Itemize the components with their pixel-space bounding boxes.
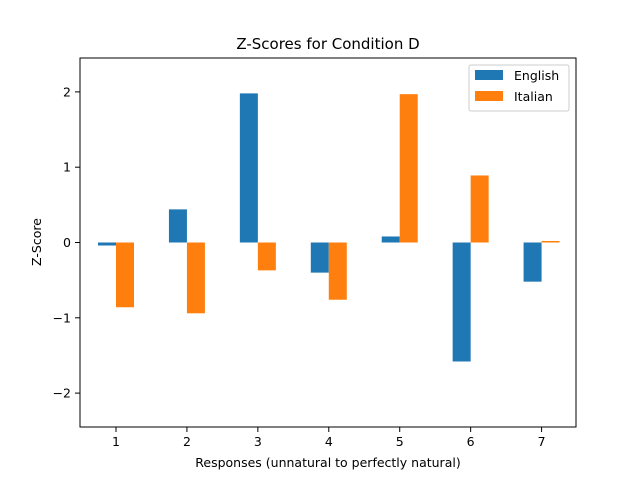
bar-italian-5	[399, 94, 418, 243]
legend-label-english: English	[514, 68, 559, 83]
x-tick-label: 1	[112, 434, 120, 449]
bar-english-7	[523, 242, 542, 282]
legend-swatch-italian	[475, 91, 503, 101]
y-tick-label: 1	[63, 160, 71, 175]
bar-italian-6	[470, 175, 489, 243]
x-axis: 1 2 3 4 5 6 7	[112, 427, 546, 449]
y-axis: −2 −1 0 1 2	[53, 84, 80, 401]
x-tick-label: 4	[325, 434, 333, 449]
x-tick-label: 6	[467, 434, 475, 449]
bar-italian-2	[186, 242, 205, 314]
bar-english-6	[452, 242, 471, 362]
bar-english-1	[98, 242, 116, 246]
y-tick-label: −1	[53, 310, 71, 325]
bar-italian-7	[541, 240, 560, 243]
bar-italian-4	[328, 242, 347, 300]
bar-english-5	[381, 236, 400, 243]
legend: English Italian	[468, 64, 570, 112]
x-tick-label: 7	[538, 434, 546, 449]
bar-italian-3	[257, 242, 276, 271]
chart-title: Z-Scores for Condition D	[236, 35, 419, 53]
y-tick-label: 2	[63, 84, 71, 99]
y-tick-label: −2	[53, 386, 71, 401]
bar-english-4	[310, 242, 329, 273]
y-axis-label: Z-Score	[29, 218, 44, 266]
x-tick-label: 5	[396, 434, 404, 449]
legend-swatch-english	[475, 70, 503, 80]
x-tick-label: 3	[254, 434, 262, 449]
bar-italian-1	[116, 242, 134, 308]
x-axis-label: Responses (unnatural to perfectly natura…	[195, 455, 460, 470]
legend-label-italian: Italian	[514, 89, 553, 104]
x-tick-label: 2	[183, 434, 191, 449]
y-tick-label: 0	[63, 235, 71, 250]
bar-english-2	[168, 209, 187, 243]
bar-english-3	[239, 93, 258, 243]
bars-layer	[98, 93, 560, 362]
